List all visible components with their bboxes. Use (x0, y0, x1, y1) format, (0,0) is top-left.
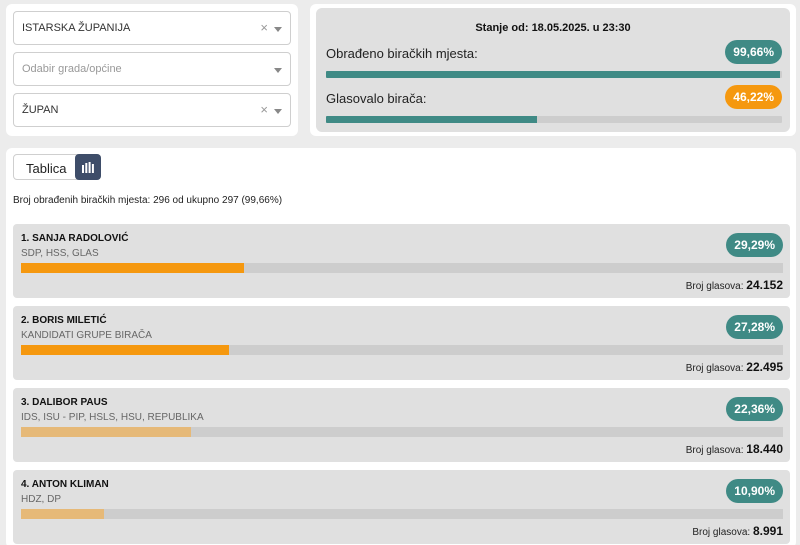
view-toggle: Tablica (13, 154, 101, 180)
candidate-percent-badge: 22,36% (726, 397, 783, 421)
candidate-card: 1. SANJA RADOLOVIĆ SDP, HSS, GLAS 29,29%… (13, 224, 790, 298)
candidate-vote-fill (21, 263, 245, 273)
candidate-party: IDS, ISU - PIP, HSLS, HSU, REPUBLIKA (21, 412, 204, 423)
status-panel: Stanje od: 18.05.2025. u 23:30 Obrađeno … (310, 4, 796, 136)
candidate-party: HDZ, DP (21, 494, 61, 505)
candidate-card: 2. BORIS MILETIĆ KANDIDATI GRUPE BIRAČA … (13, 306, 790, 380)
candidate-votes: Broj glasova: 22.495 (686, 360, 783, 374)
processed-summary: Broj obrađenih biračkih mjesta: 296 od u… (13, 195, 283, 206)
office-select[interactable]: ŽUPAN × (13, 93, 291, 127)
tab-table[interactable]: Tablica (26, 161, 67, 176)
votes-count: 24.152 (746, 278, 783, 292)
votes-count: 22.495 (746, 360, 783, 374)
office-select-value: ŽUPAN (22, 104, 59, 116)
processed-label: Obrađeno biračkih mjesta: (326, 46, 478, 61)
votes-count: 8.991 (752, 524, 783, 538)
candidate-votes: Broj glasova: 8.991 (692, 524, 783, 538)
candidate-votes: Broj glasova: 18.440 (686, 442, 783, 456)
bar-chart-icon (82, 162, 94, 173)
county-chevron-down-icon[interactable] (274, 27, 282, 32)
county-select[interactable]: ISTARSKA ŽUPANIJA × (13, 11, 291, 45)
candidate-vote-bar (21, 427, 783, 437)
candidate-votes: Broj glasova: 24.152 (686, 278, 783, 292)
turnout-progress-fill (326, 116, 537, 123)
candidate-percent-badge: 27,28% (726, 315, 783, 339)
status-timestamp: Stanje od: 18.05.2025. u 23:30 (475, 22, 631, 34)
turnout-progress-bar (326, 116, 782, 123)
status-box: Stanje od: 18.05.2025. u 23:30 Obrađeno … (316, 8, 790, 132)
city-chevron-down-icon[interactable] (274, 68, 282, 73)
candidate-vote-bar (21, 509, 783, 519)
processed-progress-fill (326, 71, 781, 78)
votes-count: 18.440 (746, 442, 783, 456)
chart-view-button[interactable] (75, 154, 101, 180)
votes-label: Broj glasova: (685, 281, 744, 292)
city-select[interactable]: Odabir grada/općine (13, 52, 291, 86)
candidate-card: 3. DALIBOR PAUS IDS, ISU - PIP, HSLS, HS… (13, 388, 790, 462)
candidate-name: 2. BORIS MILETIĆ (21, 315, 107, 326)
turnout-label: Glasovalo birača: (326, 91, 427, 106)
filters-panel: ISTARSKA ŽUPANIJA × Odabir grada/općine … (6, 4, 298, 136)
county-clear-icon[interactable]: × (260, 20, 268, 35)
turnout-badge: 46,22% (725, 85, 782, 109)
office-chevron-down-icon[interactable] (274, 109, 282, 114)
candidate-card: 4. ANTON KLIMAN HDZ, DP 10,90% Broj glas… (13, 470, 790, 544)
votes-label: Broj glasova: (692, 527, 751, 538)
candidate-party: SDP, HSS, GLAS (21, 248, 99, 259)
candidate-vote-bar (21, 263, 783, 273)
candidate-name: 3. DALIBOR PAUS (21, 397, 108, 408)
votes-label: Broj glasova: (685, 363, 744, 374)
candidate-vote-fill (21, 509, 105, 519)
candidate-party: KANDIDATI GRUPE BIRAČA (21, 330, 152, 341)
candidate-vote-fill (21, 345, 229, 355)
candidate-name: 1. SANJA RADOLOVIĆ (21, 233, 129, 244)
office-clear-icon[interactable]: × (260, 102, 268, 117)
results-panel: Tablica Broj obrađenih biračkih mjesta: … (6, 148, 796, 545)
county-select-value: ISTARSKA ŽUPANIJA (22, 22, 131, 34)
candidate-percent-badge: 29,29% (726, 233, 783, 257)
candidate-name: 4. ANTON KLIMAN (21, 479, 109, 490)
votes-label: Broj glasova: (685, 445, 744, 456)
candidate-percent-badge: 10,90% (726, 479, 783, 503)
candidate-vote-bar (21, 345, 783, 355)
processed-badge: 99,66% (725, 40, 782, 64)
processed-progress-bar (326, 71, 782, 78)
city-select-placeholder: Odabir grada/općine (22, 63, 122, 75)
candidate-vote-fill (21, 427, 192, 437)
